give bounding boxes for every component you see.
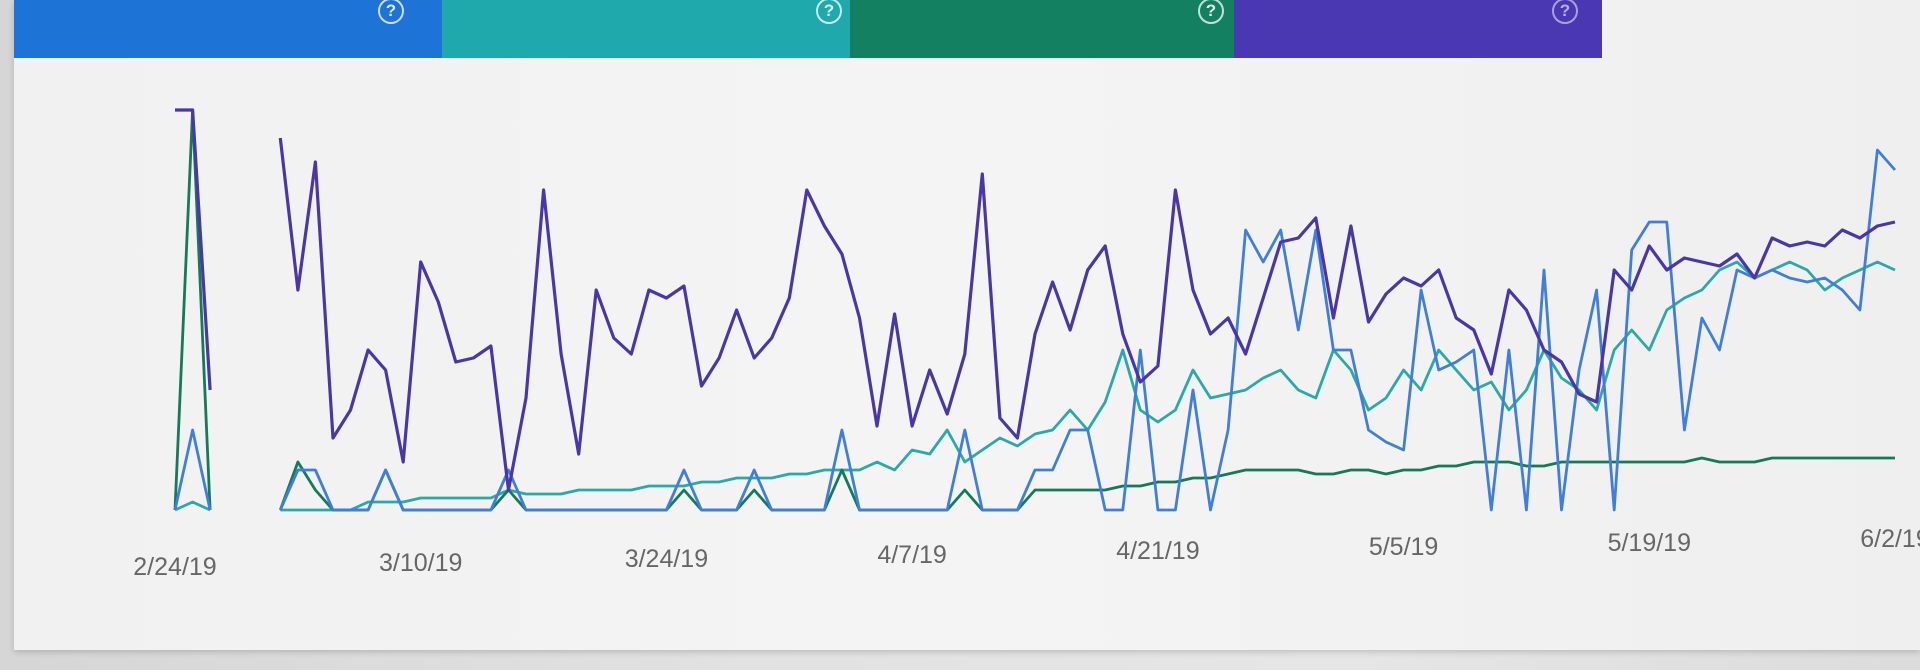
x-tick-label: 3/24/19 — [625, 545, 708, 573]
x-tick-label: 6/2/19 — [1860, 525, 1920, 553]
series-line-position — [175, 108, 1896, 492]
tab-total-clicks[interactable]: ? — [14, 0, 442, 58]
x-tick-label: 3/10/19 — [379, 549, 462, 577]
tab-average-position[interactable]: ? — [1234, 0, 1602, 58]
tab-average-ctr[interactable]: ? — [850, 0, 1234, 58]
tab-total-impressions[interactable]: ? — [442, 0, 850, 58]
series-line-clicks — [173, 148, 1897, 512]
x-tick-label: 4/7/19 — [877, 541, 947, 569]
help-circle-icon[interactable]: ? — [816, 0, 842, 24]
x-tick-label: 2/24/19 — [133, 553, 216, 581]
help-circle-icon[interactable]: ? — [1552, 0, 1578, 24]
help-circle-icon[interactable]: ? — [1198, 0, 1224, 24]
series-line-ctr — [173, 108, 1895, 512]
metric-tabs: ? ? ? ? — [14, 0, 1602, 58]
x-tick-label: 5/19/19 — [1608, 529, 1691, 557]
help-circle-icon[interactable]: ? — [378, 0, 404, 24]
x-tick-label: 4/21/19 — [1116, 537, 1199, 565]
x-tick-label: 5/5/19 — [1369, 533, 1439, 561]
